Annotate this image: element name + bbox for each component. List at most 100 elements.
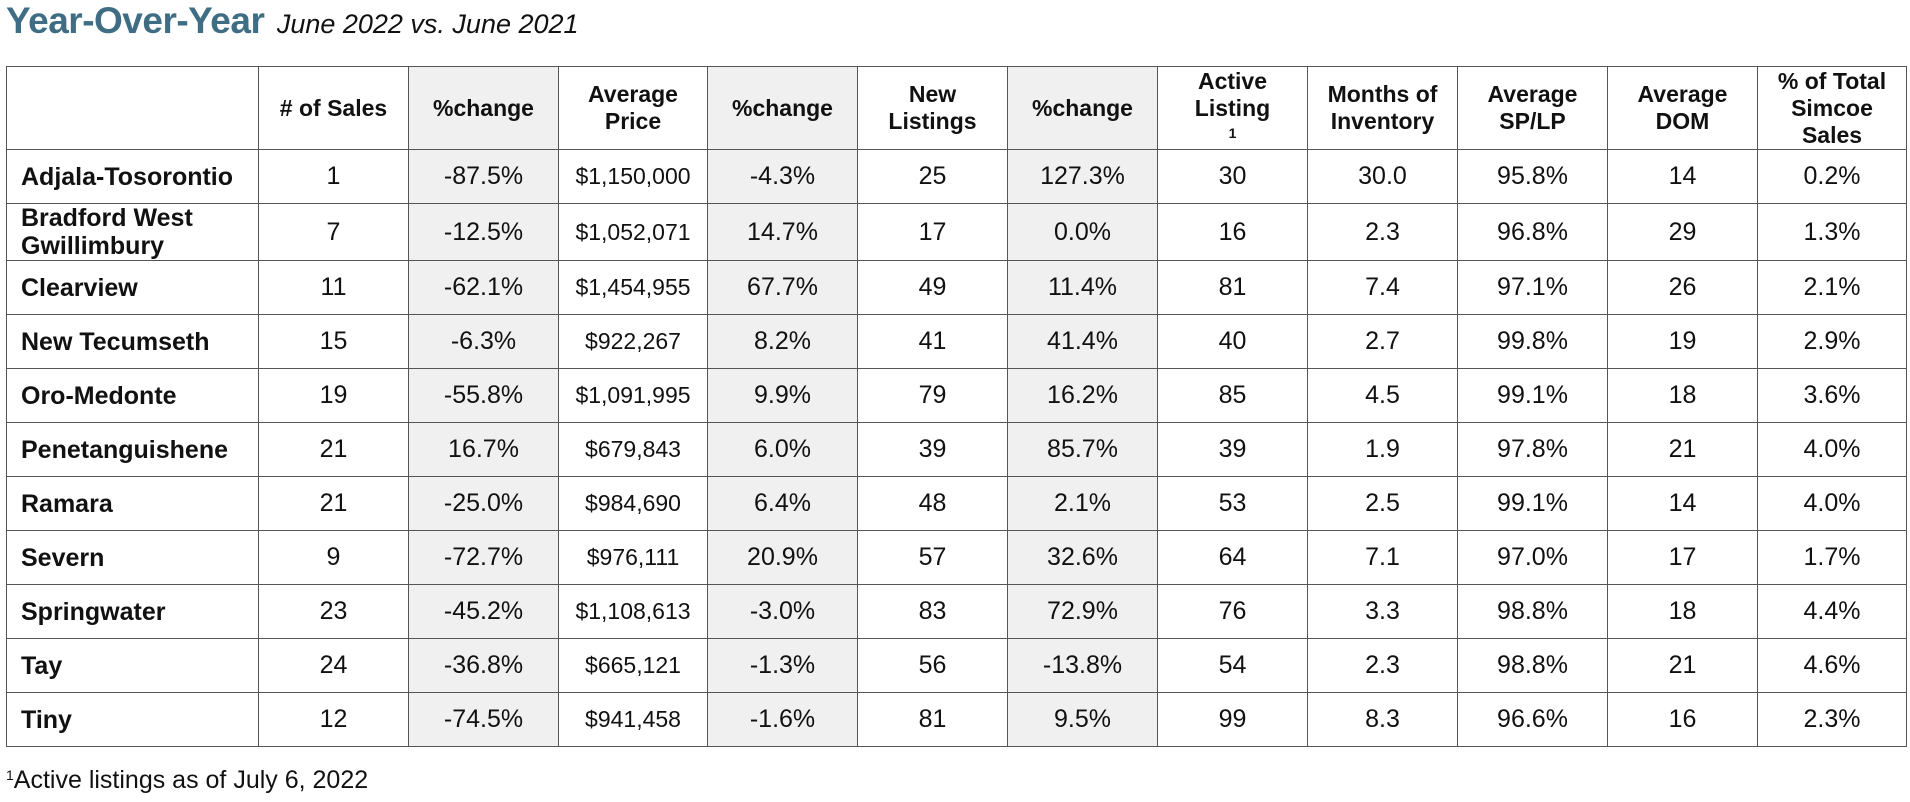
municipality-name: Ramara <box>6 476 259 531</box>
column-header-label: %change <box>433 94 534 121</box>
average-dom: 14 <box>1607 476 1758 531</box>
report-heading: Year-Over-Year June 2022 vs. June 2021 <box>6 0 579 50</box>
new-listings: 83 <box>857 584 1008 639</box>
active-listings: 64 <box>1157 530 1308 585</box>
average-price: $1,108,613 <box>558 584 708 639</box>
column-header-label: Active Listing <box>1194 67 1271 121</box>
average-splp: 95.8% <box>1457 149 1608 204</box>
price-change: -4.3% <box>707 149 858 204</box>
sales-change: -45.2% <box>408 584 559 639</box>
active-listings: 16 <box>1157 203 1308 261</box>
listings-change: -13.8% <box>1007 638 1158 693</box>
num-sales: 7 <box>258 203 409 261</box>
average-dom: 21 <box>1607 422 1758 477</box>
table-row: Springwater 23 -45.2% $1,108,613 -3.0% 83 72.9… <box>6 584 1907 639</box>
header-months-inventory: Months of Inventory <box>1307 66 1458 150</box>
average-dom: 14 <box>1607 149 1758 204</box>
column-header-label: Average Price <box>588 81 678 134</box>
num-sales: 1 <box>258 149 409 204</box>
header-num-sales: # of Sales <box>258 66 409 150</box>
average-splp: 99.8% <box>1457 314 1608 369</box>
pct-total-sales: 2.1% <box>1757 260 1907 315</box>
listings-change: 32.6% <box>1007 530 1158 585</box>
header-average-dom: Average DOM <box>1607 66 1758 150</box>
price-change: -3.0% <box>707 584 858 639</box>
sales-change: 16.7% <box>408 422 559 477</box>
price-change: -1.6% <box>707 692 858 747</box>
footnote-mark: 1 <box>6 767 14 783</box>
table-row: Penetanguishene 21 16.7% $679,843 6.0% 39 85.7… <box>6 422 1907 477</box>
average-splp: 96.8% <box>1457 203 1608 261</box>
price-change: 6.0% <box>707 422 858 477</box>
listings-change: 2.1% <box>1007 476 1158 531</box>
header-average-splp: Average SP/LP <box>1457 66 1608 150</box>
price-change: -1.3% <box>707 638 858 693</box>
average-dom: 19 <box>1607 314 1758 369</box>
sales-change: -36.8% <box>408 638 559 693</box>
average-price: $1,454,955 <box>558 260 708 315</box>
average-price: $941,458 <box>558 692 708 747</box>
footnote: 1Active listings as of July 6, 2022 <box>6 766 368 795</box>
average-dom: 17 <box>1607 530 1758 585</box>
average-price: $984,690 <box>558 476 708 531</box>
header-municipality <box>6 66 259 150</box>
active-listings: 54 <box>1157 638 1308 693</box>
municipality-name: Clearview <box>6 260 259 315</box>
municipality-name: Oro-Medonte <box>6 368 259 423</box>
municipality-name: Severn <box>6 530 259 585</box>
table-header-row: # of Sales %change Average Price %change New… <box>6 66 1907 150</box>
average-splp: 98.8% <box>1457 584 1608 639</box>
sales-change: -62.1% <box>408 260 559 315</box>
table-row: Ramara 21 -25.0% $984,690 6.4% 48 2.1% 53 2.5 99.… <box>6 476 1907 531</box>
sales-change: -72.7% <box>408 530 559 585</box>
pct-total-sales: 4.0% <box>1757 476 1907 531</box>
header-new-listings: New Listings <box>857 66 1008 150</box>
average-splp: 99.1% <box>1457 368 1608 423</box>
table-row: Severn 9 -72.7% $976,111 20.9% 57 32.6% 64 7.1 97… <box>6 530 1907 585</box>
column-header-label: New Listings <box>888 81 977 134</box>
average-price: $922,267 <box>558 314 708 369</box>
column-header-label: %change <box>1032 94 1133 121</box>
pct-total-sales: 2.3% <box>1757 692 1907 747</box>
price-change: 20.9% <box>707 530 858 585</box>
months-of-inventory: 7.1 <box>1307 530 1458 585</box>
num-sales: 12 <box>258 692 409 747</box>
table-row: Clearview 11 -62.1% $1,454,955 67.7% 49 11.4% 8… <box>6 260 1907 315</box>
municipality-name: Adjala-Tosorontio <box>6 149 259 204</box>
active-listings: 53 <box>1157 476 1308 531</box>
column-header-label: Months of Inventory <box>1327 81 1438 134</box>
column-header-label: % of Total Simcoe Sales <box>1777 67 1887 148</box>
footnote-reference-mark: 1 <box>1228 124 1237 141</box>
price-change: 8.2% <box>707 314 858 369</box>
yoy-table: # of Sales %change Average Price %change New… <box>6 66 1907 747</box>
listings-change: 9.5% <box>1007 692 1158 747</box>
sales-change: -87.5% <box>408 149 559 204</box>
average-dom: 29 <box>1607 203 1758 261</box>
active-listings: 30 <box>1157 149 1308 204</box>
num-sales: 11 <box>258 260 409 315</box>
municipality-name: Tiny <box>6 692 259 747</box>
num-sales: 21 <box>258 476 409 531</box>
municipality-name: Springwater <box>6 584 259 639</box>
pct-total-sales: 4.4% <box>1757 584 1907 639</box>
pct-total-sales: 3.6% <box>1757 368 1907 423</box>
table-row: Adjala-Tosorontio 1 -87.5% $1,150,000 -4.3% 2… <box>6 149 1907 204</box>
average-price: $679,843 <box>558 422 708 477</box>
new-listings: 57 <box>857 530 1008 585</box>
header-sales-change: %change <box>408 66 559 150</box>
listings-change: 41.4% <box>1007 314 1158 369</box>
months-of-inventory: 30.0 <box>1307 149 1458 204</box>
average-splp: 99.1% <box>1457 476 1608 531</box>
active-listings: 81 <box>1157 260 1308 315</box>
sales-change: -25.0% <box>408 476 559 531</box>
average-dom: 18 <box>1607 584 1758 639</box>
sales-change: -55.8% <box>408 368 559 423</box>
table-body: Adjala-Tosorontio 1 -87.5% $1,150,000 -4.3% 2… <box>6 149 1907 747</box>
average-price: $976,111 <box>558 530 708 585</box>
pct-total-sales: 4.6% <box>1757 638 1907 693</box>
report-title: Year-Over-Year <box>6 0 265 41</box>
months-of-inventory: 8.3 <box>1307 692 1458 747</box>
header-average-price: Average Price <box>558 66 708 150</box>
average-splp: 97.1% <box>1457 260 1608 315</box>
footnote-text: Active listings as of July 6, 2022 <box>13 766 369 794</box>
